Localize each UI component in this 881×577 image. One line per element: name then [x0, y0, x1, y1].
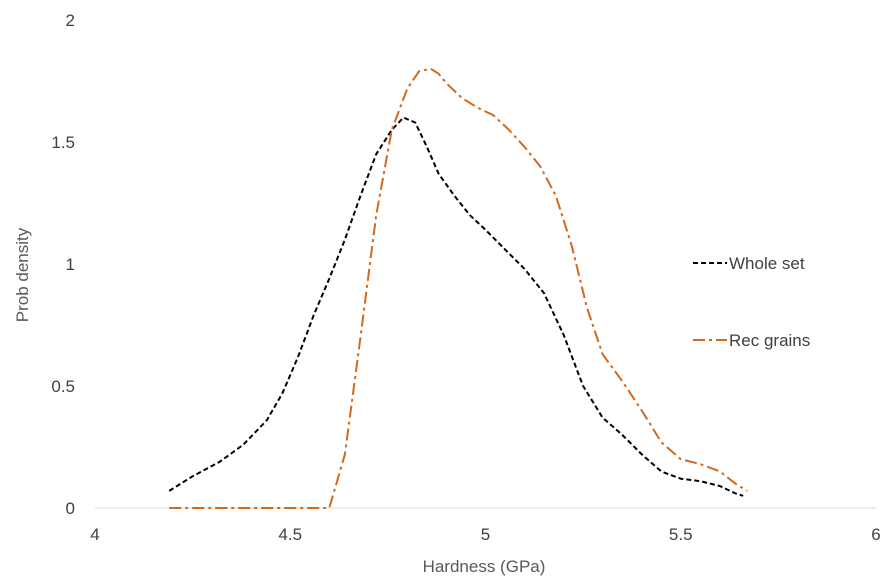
axes: 4 4.5 5 5.5 6 0 0.5 1 1.5 2 [51, 11, 880, 544]
x-tick-label: 5.5 [669, 525, 693, 544]
x-tick-label: 5 [481, 525, 490, 544]
series-layer [168, 67, 748, 509]
legend: Whole set Rec grains [693, 254, 810, 350]
y-tick-label: 1 [66, 255, 75, 274]
x-tick-label: 6 [871, 525, 880, 544]
y-tick-label: 1.5 [51, 133, 75, 152]
x-tick-label: 4.5 [278, 525, 302, 544]
y-axis-title: Prob density [13, 227, 32, 322]
series-line-1 [168, 116, 744, 497]
x-tick-label: 4 [90, 525, 99, 544]
legend-label-2: Rec grains [729, 331, 810, 350]
x-axis-title: Hardness (GPa) [423, 557, 546, 576]
y-tick-label: 0 [66, 499, 75, 518]
legend-label-1: Whole set [729, 254, 805, 273]
series-line-2 [169, 67, 748, 509]
y-tick-label: 0.5 [51, 377, 75, 396]
y-tick-label: 2 [66, 11, 75, 30]
